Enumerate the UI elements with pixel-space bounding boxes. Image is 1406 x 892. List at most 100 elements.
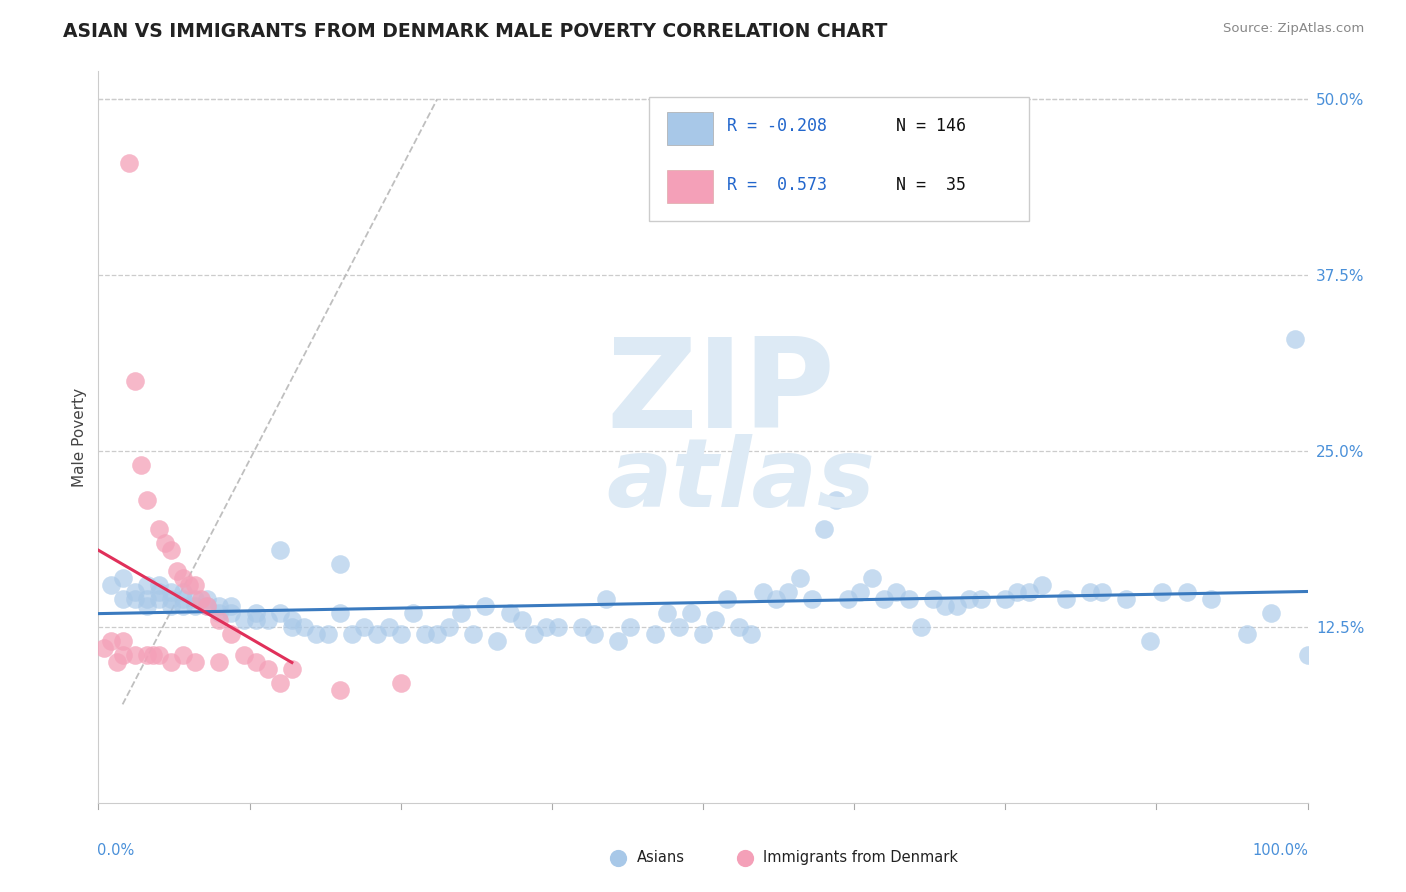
Point <box>849 584 872 599</box>
Point <box>221 627 243 641</box>
Point <box>595 591 617 606</box>
Point <box>160 599 183 613</box>
Point <box>1091 584 1114 599</box>
Point <box>486 634 509 648</box>
Text: ASIAN VS IMMIGRANTS FROM DENMARK MALE POVERTY CORRELATION CHART: ASIAN VS IMMIGRANTS FROM DENMARK MALE PO… <box>63 22 887 41</box>
Text: 0.0%: 0.0% <box>97 843 135 858</box>
Point <box>305 627 328 641</box>
Point <box>934 599 956 613</box>
Point <box>1152 584 1174 599</box>
Point <box>281 662 304 676</box>
Point <box>245 606 267 620</box>
Point <box>1031 578 1053 592</box>
Point <box>342 627 364 641</box>
Point <box>413 627 436 641</box>
Point <box>160 591 183 606</box>
Point <box>256 613 278 627</box>
Point <box>100 634 122 648</box>
Point <box>105 655 128 669</box>
Point <box>184 591 207 606</box>
Point <box>510 613 533 627</box>
Point <box>245 613 267 627</box>
Point <box>692 627 714 641</box>
Point <box>728 620 751 634</box>
Point <box>195 591 218 606</box>
Point <box>437 620 460 634</box>
Point <box>118 156 141 170</box>
Point <box>366 627 388 641</box>
Point <box>148 584 170 599</box>
Point <box>148 521 170 535</box>
Point <box>523 627 546 641</box>
Point <box>135 599 157 613</box>
Point <box>776 584 799 599</box>
Point <box>837 591 859 606</box>
Point <box>353 620 375 634</box>
Point <box>813 521 835 535</box>
Text: Immigrants from Denmark: Immigrants from Denmark <box>763 850 959 865</box>
Point <box>153 535 176 549</box>
Point <box>208 655 231 669</box>
Point <box>160 584 183 599</box>
Point <box>135 578 157 592</box>
Point <box>232 613 254 627</box>
Point <box>377 620 399 634</box>
Point <box>184 599 207 613</box>
Point <box>329 557 352 571</box>
Point <box>124 374 146 388</box>
Point <box>190 591 212 606</box>
Point <box>910 620 932 634</box>
Point <box>111 591 134 606</box>
Point <box>281 620 304 634</box>
Point <box>644 627 666 641</box>
Point <box>946 599 969 613</box>
Point <box>124 591 146 606</box>
Point <box>208 599 231 613</box>
Point <box>166 564 188 578</box>
Point <box>389 627 412 641</box>
Text: N = 146: N = 146 <box>897 117 966 136</box>
Y-axis label: Male Poverty: Male Poverty <box>72 387 87 487</box>
Point <box>716 591 738 606</box>
Text: R = -0.208: R = -0.208 <box>727 117 827 136</box>
Point <box>800 591 823 606</box>
Point <box>111 634 134 648</box>
Text: Asians: Asians <box>637 850 685 865</box>
Text: ZIP: ZIP <box>606 333 835 454</box>
Point <box>534 620 557 634</box>
Point <box>221 599 243 613</box>
Point <box>292 620 315 634</box>
Point <box>402 606 425 620</box>
Text: 100.0%: 100.0% <box>1253 843 1309 858</box>
Point <box>184 578 207 592</box>
Point <box>474 599 496 613</box>
Point <box>172 584 194 599</box>
Point <box>619 620 641 634</box>
Point <box>655 606 678 620</box>
Point <box>124 584 146 599</box>
Point <box>148 648 170 662</box>
Point <box>160 655 183 669</box>
Point <box>1296 648 1319 662</box>
Point <box>1115 591 1137 606</box>
FancyBboxPatch shape <box>648 97 1029 221</box>
Point <box>957 591 980 606</box>
Point <box>195 599 218 613</box>
Point <box>124 648 146 662</box>
Point <box>860 571 883 585</box>
Text: R =  0.573: R = 0.573 <box>727 176 827 194</box>
Point <box>1260 606 1282 620</box>
Point <box>607 634 630 648</box>
Point <box>135 591 157 606</box>
Point <box>329 683 352 698</box>
Point <box>679 606 702 620</box>
Point <box>886 584 908 599</box>
Point <box>970 591 993 606</box>
Point <box>135 493 157 508</box>
Point <box>269 606 291 620</box>
Text: atlas: atlas <box>606 434 876 527</box>
Point <box>547 620 569 634</box>
Point <box>184 655 207 669</box>
Point <box>195 599 218 613</box>
Text: Source: ZipAtlas.com: Source: ZipAtlas.com <box>1223 22 1364 36</box>
